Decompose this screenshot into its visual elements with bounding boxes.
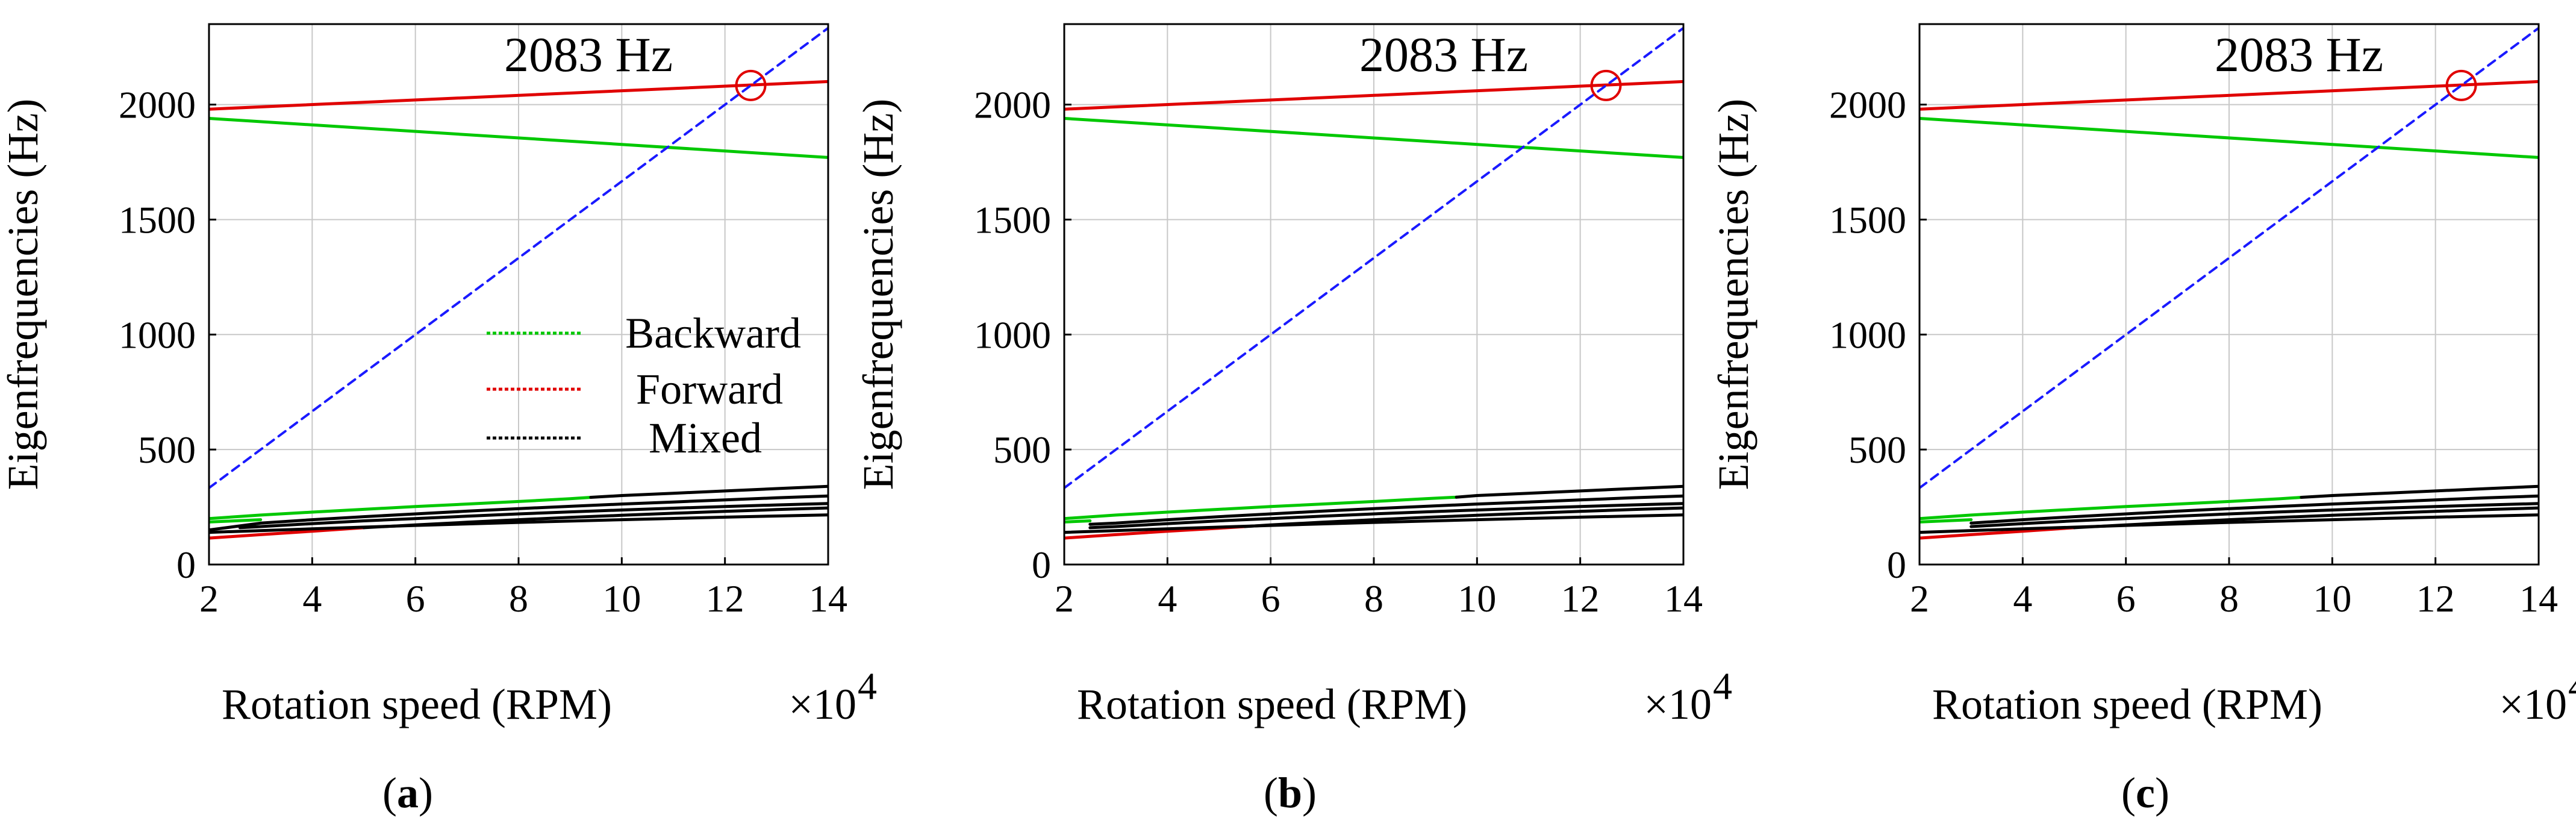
mixed-mode-line: [1064, 513, 1683, 534]
mixed-mode-line: [589, 484, 828, 499]
mixed-mode-line: [1455, 484, 1683, 499]
x-tick-label: 6: [1261, 577, 1280, 620]
mixed-mode-line: [1969, 494, 2539, 525]
x-tick-label: 6: [406, 577, 425, 620]
x-axis-scale-exponent: 4: [858, 665, 877, 707]
mixed-mode-line: [1088, 502, 1683, 530]
x-tick-label: 12: [2416, 577, 2455, 620]
resonance-marker: [735, 69, 767, 101]
synchronous-excitation-line: [1064, 27, 1683, 489]
x-tick-label: 12: [1561, 577, 1600, 620]
mixed-mode-line: [209, 513, 828, 534]
x-tick-label: 14: [2519, 577, 2558, 620]
x-tick-label: 8: [2219, 577, 2239, 620]
backward-mode-line: [209, 117, 828, 159]
resonance-annotation: 2083 Hz: [1359, 27, 1528, 82]
chart-panel-a: 2 4 6 8 10 12 14 0 500 1000 1500 2000 Rotation speed…: [0, 23, 877, 817]
y-tick-label: 500: [1848, 428, 1906, 471]
backward-mode-line: [1920, 496, 2303, 521]
x-axis-label: Rotation speed (RPM): [1932, 680, 2322, 728]
y-tick-label: 0: [1887, 543, 1906, 586]
y-axis-label: Eigenfrequencies (Hz): [0, 99, 47, 490]
x-tick-label: 4: [302, 577, 322, 620]
backward-mode-line: [1064, 495, 1458, 521]
y-tick-label: 0: [1032, 543, 1051, 586]
x-axis-scale-exponent: 4: [2568, 665, 2576, 707]
x-tick-label: 8: [509, 577, 528, 620]
x-tick-label: 12: [706, 577, 744, 620]
x-tick-label: 14: [1664, 577, 1703, 620]
forward-mode-line: [1920, 80, 2539, 111]
synchronous-excitation-line: [1920, 27, 2539, 489]
y-tick-label: 500: [993, 428, 1051, 471]
resonance-marker: [1590, 69, 1622, 101]
y-tick-label: 1500: [1829, 198, 1906, 241]
chart-panel-b: 2 4 6 8 10 12 14 0 500 1000 1500 2000 Rotation speed…: [854, 23, 1732, 817]
x-tick-label: 4: [1158, 577, 1177, 620]
x-axis-scale-label: ×10: [2499, 680, 2567, 728]
synchronous-excitation-line: [209, 27, 828, 489]
panel-label: (c): [2121, 769, 2169, 817]
y-axis-label: Eigenfrequencies (Hz): [854, 99, 902, 490]
forward-mode-line: [1064, 80, 1683, 111]
series-group: [1920, 27, 2539, 540]
series-group: [209, 27, 828, 540]
legend-label-backward: Backward: [625, 309, 801, 357]
x-tick-label: 14: [809, 577, 847, 620]
x-tick-label: 10: [602, 577, 641, 620]
forward-mode-line: [209, 80, 828, 111]
x-axis-scale-exponent: 4: [1713, 665, 1732, 707]
series-group: [1064, 27, 1683, 540]
resonance-annotation: 2083 Hz: [2215, 27, 2383, 82]
y-tick-label: 1000: [974, 313, 1051, 356]
y-tick-label: 2000: [974, 84, 1051, 127]
y-tick-label: 1000: [1829, 313, 1906, 356]
y-tick-label: 1000: [119, 313, 196, 356]
y-tick-label: 1500: [974, 198, 1051, 241]
x-tick-label: 8: [1364, 577, 1383, 620]
x-tick-label: 6: [2116, 577, 2136, 620]
mixed-mode-line: [1088, 494, 1683, 526]
chart-panel-c: 2 4 6 8 10 12 14 0 500 1000 1500 2000 Rotation speed…: [1709, 23, 2576, 817]
legend-label-forward: Forward: [636, 365, 783, 413]
mixed-mode-line: [209, 494, 828, 532]
panel-label: (a): [382, 769, 433, 817]
x-axis-label: Rotation speed (RPM): [222, 680, 612, 728]
x-axis-label: Rotation speed (RPM): [1077, 680, 1467, 728]
y-tick-label: 2000: [119, 84, 196, 127]
resonance-marker: [2445, 69, 2477, 101]
backward-mode-line: [1064, 519, 1092, 524]
resonance-annotation: 2083 Hz: [504, 27, 673, 82]
panel-label: (b): [1264, 769, 1317, 817]
backward-mode-line: [1064, 117, 1683, 159]
y-axis-label: Eigenfrequencies (Hz): [1709, 99, 1757, 490]
y-tick-label: 1500: [119, 198, 196, 241]
x-tick-label: 10: [2313, 577, 2351, 620]
y-tick-label: 500: [138, 428, 196, 471]
mixed-mode-line: [2300, 484, 2539, 499]
y-tick-label: 0: [176, 543, 196, 586]
mixed-mode-line: [1920, 513, 2539, 534]
x-axis-scale-label: ×10: [1644, 680, 1712, 728]
backward-mode-line: [209, 496, 593, 521]
backward-mode-line: [1920, 117, 2539, 159]
backward-mode-line: [209, 518, 263, 524]
x-tick-label: 2: [199, 577, 219, 620]
x-tick-label: 2: [1910, 577, 1929, 620]
x-tick-label: 2: [1055, 577, 1074, 620]
mixed-mode-line: [238, 502, 828, 530]
x-tick-label: 4: [2013, 577, 2032, 620]
y-tick-label: 2000: [1829, 84, 1906, 127]
backward-mode-line: [1920, 518, 1973, 524]
legend-label-mixed: Mixed: [649, 414, 762, 462]
x-axis-scale-label: ×10: [788, 680, 856, 728]
x-tick-label: 10: [1458, 577, 1496, 620]
mixed-mode-line: [1969, 502, 2539, 528]
